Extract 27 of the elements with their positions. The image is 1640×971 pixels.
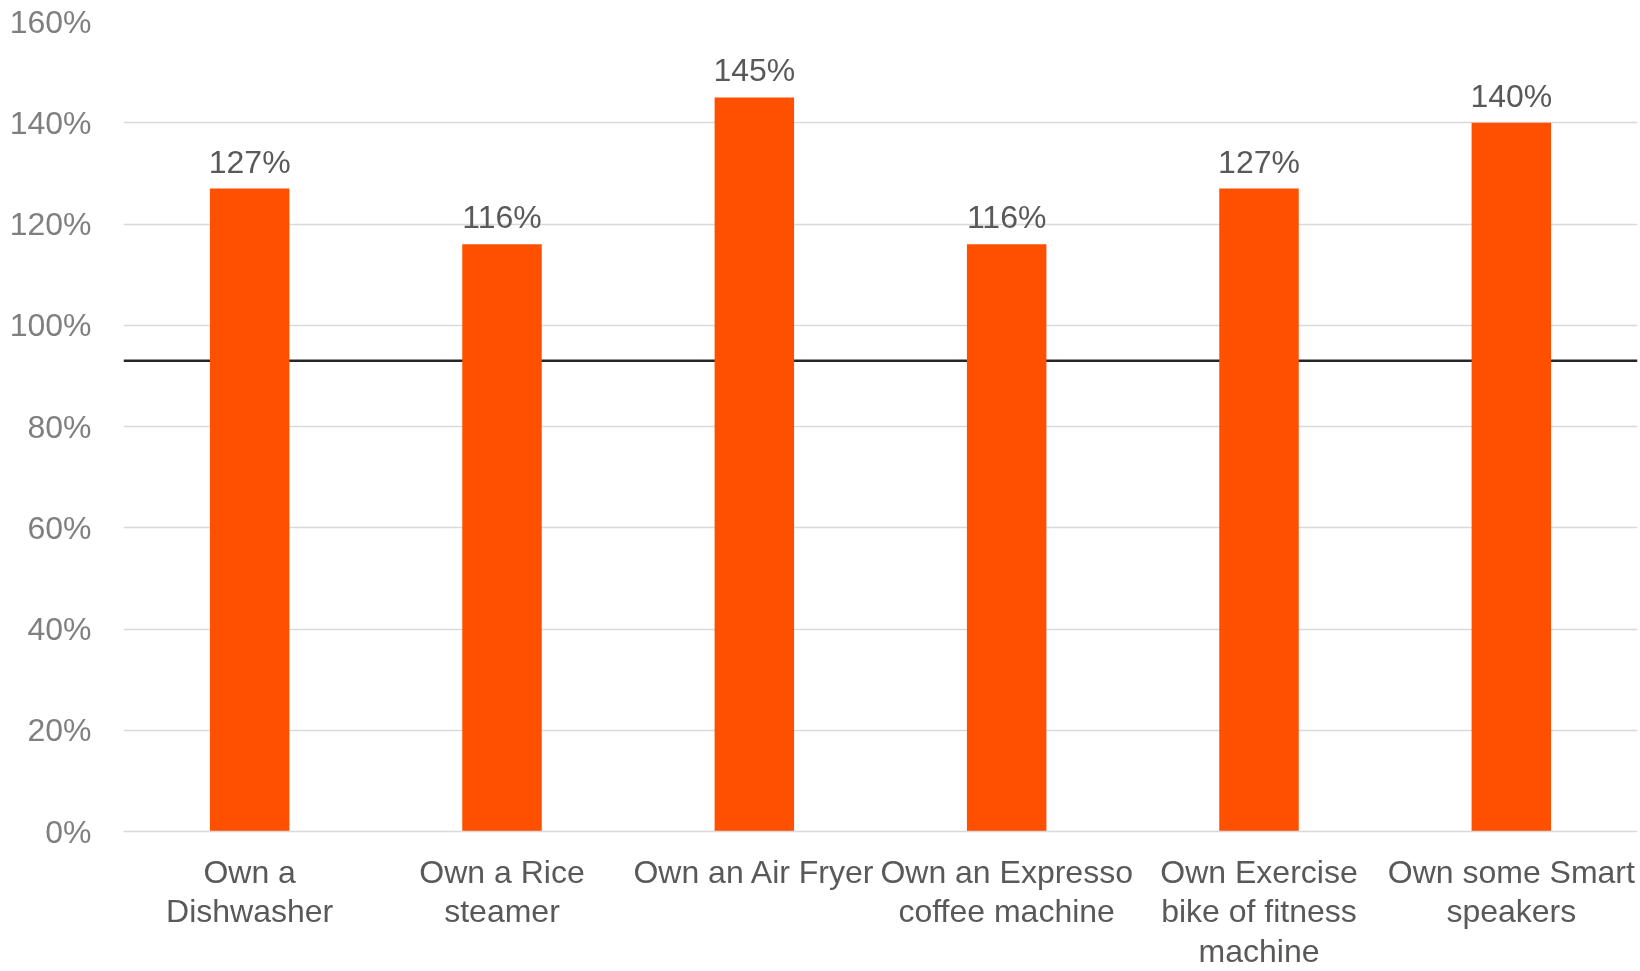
- y-tick-label: 100%: [9, 307, 92, 344]
- y-tick-label: 60%: [27, 509, 92, 546]
- y-tick-label: 80%: [27, 408, 92, 445]
- y-tick-label: 0%: [45, 813, 92, 850]
- data-label: 140%: [1470, 77, 1553, 114]
- y-tick-label: 140%: [9, 104, 92, 141]
- x-tick-label: Own an Expresso coffee machine: [880, 853, 1133, 930]
- data-label: 116%: [462, 199, 542, 236]
- x-tick-label: Own a Rice steamer: [419, 853, 585, 930]
- data-label: 145%: [713, 52, 796, 89]
- data-label: 127%: [1218, 143, 1300, 180]
- y-tick-label: 120%: [9, 206, 92, 242]
- x-tick-label: Own Exercise bike of fitness machine: [1160, 853, 1358, 969]
- bar: [1471, 122, 1552, 832]
- bar: [1219, 188, 1299, 832]
- y-tick-label: 160%: [9, 3, 92, 40]
- x-tick-label: Own an Air Fryer: [633, 853, 874, 890]
- y-tick-label: 40%: [27, 611, 92, 647]
- data-label: 116%: [966, 199, 1047, 236]
- x-tick-label: Own a Dishwasher: [166, 853, 334, 930]
- y-tick-label: 20%: [27, 712, 92, 749]
- bar: [714, 97, 795, 832]
- bar: [462, 244, 542, 832]
- bar: [209, 188, 290, 832]
- x-tick-label: Own some Smart speakers: [1387, 853, 1636, 930]
- bar: [966, 244, 1047, 832]
- data-label: 127%: [208, 143, 291, 180]
